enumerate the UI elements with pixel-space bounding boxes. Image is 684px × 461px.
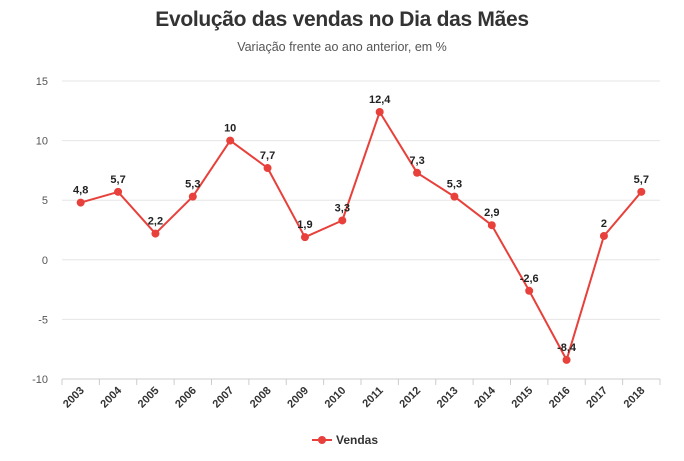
data-point	[188, 192, 197, 201]
x-tick-label: 2006	[173, 385, 199, 411]
data-label: -2,6	[520, 273, 539, 285]
x-tick-label: 2014	[472, 384, 498, 410]
x-tick-label: 2008	[248, 385, 274, 411]
data-point	[300, 233, 309, 242]
y-tick-label: 10	[36, 136, 48, 148]
data-label: 1,9	[297, 219, 312, 231]
data-label: 2,2	[148, 216, 163, 228]
y-tick-label: 15	[36, 76, 48, 88]
x-tick-label: 2011	[360, 385, 385, 410]
data-point	[525, 286, 534, 295]
x-tick-label: 2009	[285, 385, 311, 411]
chart-subtitle: Variação frente ao ano anterior, em %	[237, 40, 447, 54]
data-point	[487, 221, 496, 230]
data-point	[76, 198, 85, 207]
x-tick-label: 2013	[435, 385, 461, 411]
data-label: -8,4	[557, 342, 577, 354]
y-tick-label: -10	[32, 374, 48, 386]
data-label: 7,3	[409, 155, 424, 167]
data-label: 2	[601, 218, 607, 230]
x-tick-label: 2015	[510, 385, 536, 411]
x-tick-label: 2016	[547, 385, 573, 411]
data-label: 5,3	[447, 179, 462, 191]
series-line-vendas	[80, 111, 643, 361]
x-tick-label: 2005	[136, 385, 162, 411]
y-tick-label: 0	[42, 255, 48, 267]
x-tick-label: 2010	[323, 385, 349, 411]
data-label: 12,4	[369, 94, 391, 106]
data-point	[226, 136, 235, 145]
data-label: 10	[224, 123, 236, 135]
data-point	[637, 187, 646, 196]
x-tick-label: 2004	[98, 384, 124, 410]
legend-label: Vendas	[336, 433, 378, 447]
data-label: 5,7	[110, 174, 125, 186]
data-point	[263, 164, 272, 173]
x-tick-label: 2007	[211, 385, 237, 411]
x-tick-label: 2018	[622, 385, 648, 411]
y-tick-label: 5	[42, 195, 48, 207]
x-tick-label: 2003	[61, 385, 87, 411]
data-point	[114, 187, 123, 196]
data-label: 3,3	[335, 202, 350, 214]
data-point	[375, 107, 384, 116]
data-label: 7,7	[260, 150, 275, 162]
data-label: 4,8	[73, 185, 88, 197]
data-point	[151, 229, 160, 238]
x-tick-label: 2012	[397, 385, 423, 411]
data-point	[338, 216, 347, 225]
y-tick-label: -5	[38, 314, 48, 326]
data-label: 5,7	[634, 174, 649, 186]
data-point	[450, 192, 459, 201]
legend-marker	[318, 436, 326, 444]
data-point	[562, 355, 571, 364]
data-point	[599, 231, 608, 240]
x-tick-label: 2017	[584, 385, 610, 411]
data-label: 2,9	[484, 207, 499, 219]
data-point	[413, 168, 422, 177]
chart-title: Evolução das vendas no Dia das Mães	[155, 8, 529, 31]
data-label: 5,3	[185, 179, 200, 191]
